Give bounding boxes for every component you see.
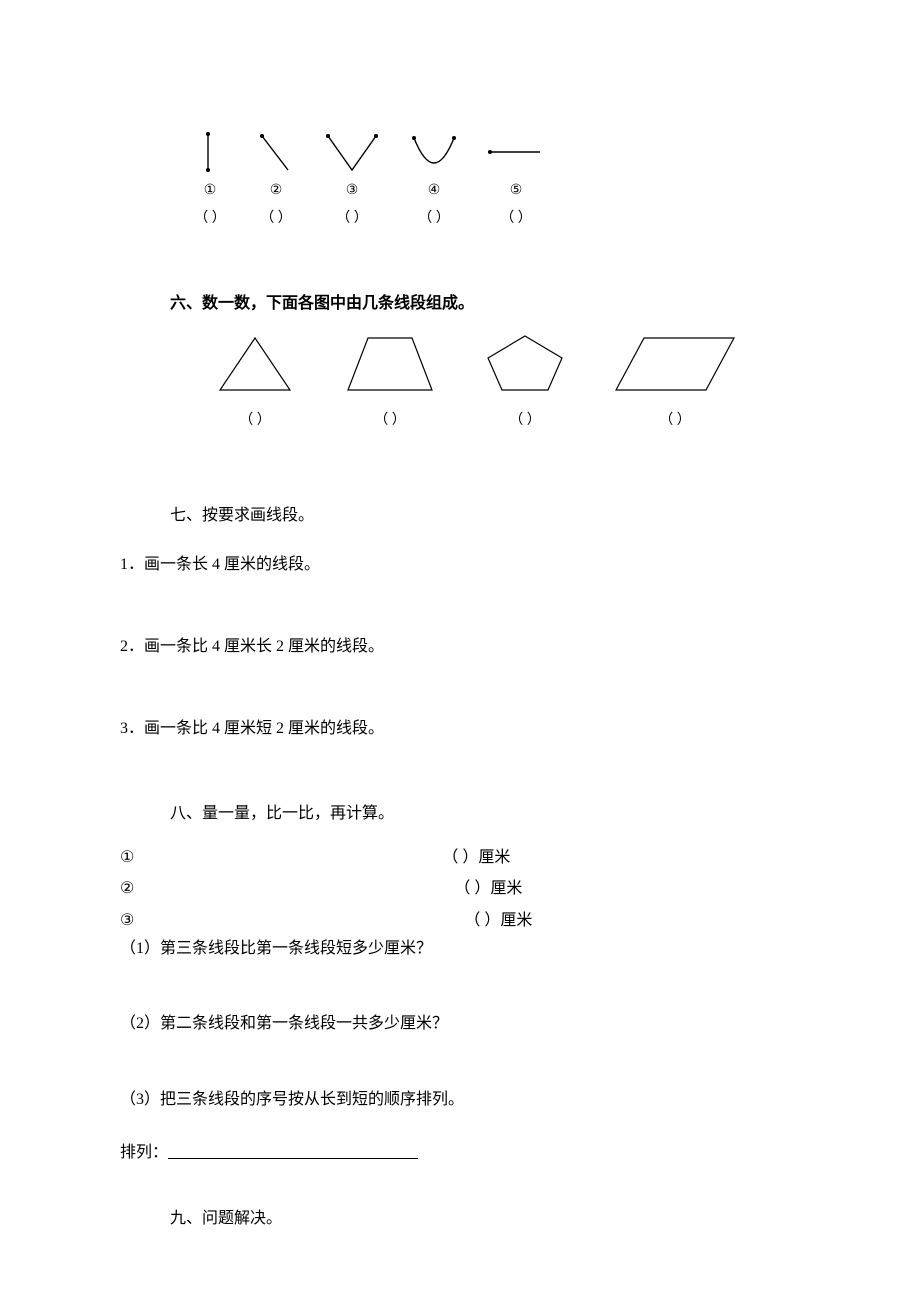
figure-2-number: ② — [270, 180, 283, 202]
row2-number: ② — [120, 880, 134, 897]
figure-4: ④ （ ） — [406, 130, 462, 231]
section-8-row1: ① （ ）厘米 — [120, 845, 800, 871]
parallelogram-svg — [610, 332, 740, 396]
section-8-row3: ③ （ ）厘米 — [120, 908, 800, 934]
figure-5-paren: （ ） — [500, 208, 532, 230]
section-6-heading: 六、数一数，下面各图中由几条线段组成。 — [170, 291, 800, 317]
figure-1-number: ① — [204, 180, 217, 202]
figure-3: ③ （ ） — [322, 130, 382, 231]
figure-1: ① （ ） — [190, 130, 230, 231]
worksheet-page: ① （ ） ② （ ） ③ （ ） — [0, 0, 920, 1302]
figure-2-svg — [254, 130, 298, 174]
section-8-heading: 八、量一量，比一比，再计算。 — [170, 801, 800, 827]
figure-4-svg — [406, 130, 462, 174]
figure-2: ② （ ） — [254, 130, 298, 231]
sort-underline — [168, 1158, 418, 1159]
trapezoid-paren: （ ） — [374, 410, 406, 432]
pentagon-paren: （ ） — [509, 410, 541, 432]
section-7-q1: 1．画一条长 4 厘米的线段。 — [120, 552, 800, 578]
figure-1-svg — [190, 130, 230, 174]
figure-5: ⑤ （ ） — [486, 130, 546, 231]
row3-number: ③ — [120, 912, 134, 929]
figure-3-svg — [322, 130, 382, 174]
section-6-shapes: （ ） （ ） （ ） （ ） — [210, 332, 800, 432]
shape-trapezoid: （ ） — [340, 332, 440, 432]
section-7-q2: 2．画一条比 4 厘米长 2 厘米的线段。 — [120, 634, 800, 660]
parallelogram-paren: （ ） — [659, 410, 691, 432]
shape-triangle: （ ） — [210, 332, 300, 432]
section-7-q3: 3．画一条比 4 厘米短 2 厘米的线段。 — [120, 716, 800, 742]
row3-tail: （ ）厘米 — [464, 912, 532, 929]
section-7-heading: 七、按要求画线段。 — [170, 503, 800, 529]
figure-4-paren: （ ） — [418, 208, 450, 230]
line-segment-figures: ① （ ） ② （ ） ③ （ ） — [190, 130, 800, 231]
sort-label: 排列： — [120, 1144, 168, 1161]
section-8-sort: 排列： — [120, 1140, 800, 1166]
section-9-heading: 九、问题解决。 — [170, 1206, 800, 1232]
figure-2-paren: （ ） — [260, 208, 292, 230]
figure-5-svg — [486, 130, 546, 174]
figure-1-paren: （ ） — [194, 208, 226, 230]
pentagon-svg — [480, 332, 570, 396]
trapezoid-svg — [340, 332, 440, 396]
section-8-q1: （1）第三条线段比第一条线段短多少厘米？ — [120, 936, 800, 962]
section-8-q2: （2）第二条线段和第一条线段一共多少厘米？ — [120, 1011, 800, 1037]
section-8-q3: （3）把三条线段的序号按从长到短的顺序排列。 — [120, 1087, 800, 1113]
figure-4-number: ④ — [428, 180, 441, 202]
triangle-paren: （ ） — [239, 410, 271, 432]
section-8-row2: ② （ ）厘米 — [120, 876, 800, 902]
triangle-svg — [210, 332, 300, 396]
figure-5-number: ⑤ — [510, 180, 523, 202]
shape-parallelogram: （ ） — [610, 332, 740, 432]
shape-pentagon: （ ） — [480, 332, 570, 432]
figure-3-number: ③ — [346, 180, 359, 202]
figure-3-paren: （ ） — [336, 208, 368, 230]
row1-tail: （ ）厘米 — [442, 849, 510, 866]
row1-number: ① — [120, 849, 134, 866]
row2-tail: （ ）厘米 — [454, 880, 522, 897]
